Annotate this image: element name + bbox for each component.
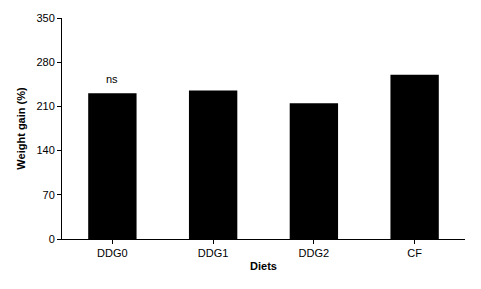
- svg-text:DDG0: DDG0: [97, 247, 128, 259]
- svg-text:Diets: Diets: [250, 260, 277, 272]
- svg-text:ns: ns: [106, 73, 118, 85]
- svg-text:DDG1: DDG1: [198, 247, 229, 259]
- svg-text:280: 280: [36, 56, 54, 68]
- svg-text:210: 210: [36, 100, 54, 112]
- svg-text:CF: CF: [407, 247, 422, 259]
- svg-text:140: 140: [36, 144, 54, 156]
- svg-text:70: 70: [43, 189, 55, 201]
- svg-text:DDG2: DDG2: [299, 247, 330, 259]
- svg-text:350: 350: [36, 12, 54, 24]
- svg-text:0: 0: [49, 233, 55, 245]
- svg-text:Weight gain (%): Weight gain (%): [15, 87, 27, 170]
